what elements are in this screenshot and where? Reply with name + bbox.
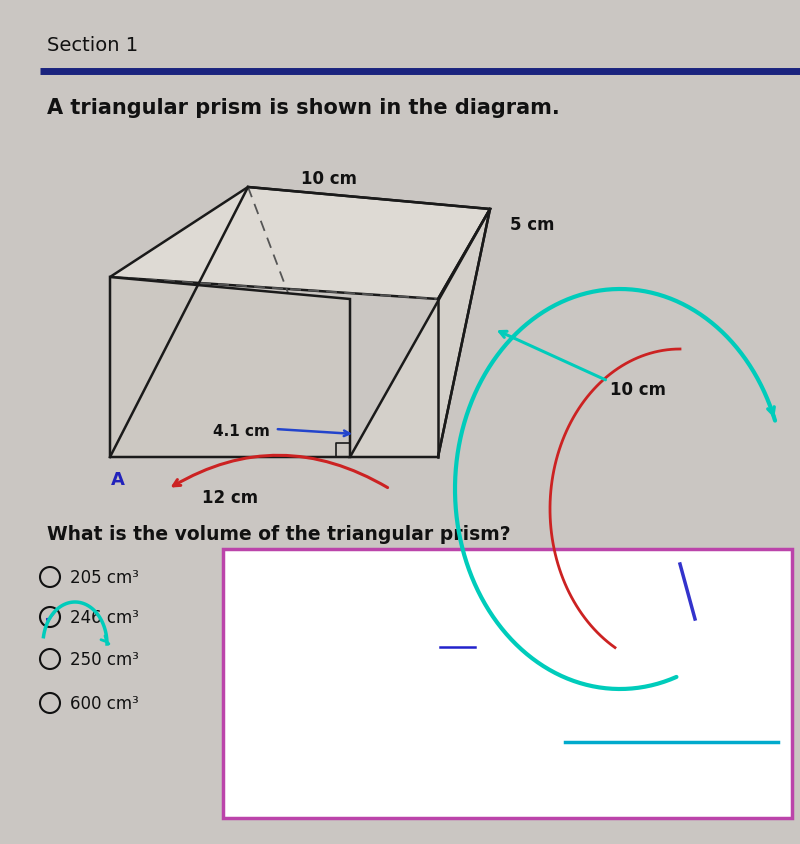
Text: 12 cm: 12 cm xyxy=(202,489,258,506)
Text: A:  (1/2)(base)(height): A: (1/2)(base)(height) xyxy=(240,603,462,619)
Text: 205 cm³: 205 cm³ xyxy=(70,568,139,587)
FancyArrowPatch shape xyxy=(174,456,388,488)
Text: 4.1 cm: 4.1 cm xyxy=(213,424,270,439)
Text: 600 cm³: 600 cm³ xyxy=(70,694,138,712)
FancyArrowPatch shape xyxy=(278,430,350,436)
Polygon shape xyxy=(350,210,490,457)
Text: 5 cm: 5 cm xyxy=(510,216,554,234)
FancyArrowPatch shape xyxy=(768,408,774,417)
Text: 2) Multiply by the prism length:: 2) Multiply by the prism length: xyxy=(240,697,548,713)
Text: ✓: ✓ xyxy=(42,608,58,627)
Text: Section 1: Section 1 xyxy=(47,35,138,54)
FancyBboxPatch shape xyxy=(223,549,792,818)
FancyArrowPatch shape xyxy=(101,636,109,644)
Polygon shape xyxy=(110,278,350,457)
Text: 10 cm: 10 cm xyxy=(610,381,666,398)
FancyArrowPatch shape xyxy=(500,332,606,381)
Text: 250 cm³: 250 cm³ xyxy=(70,650,139,668)
Text: What is the volume of the triangular prism?: What is the volume of the triangular pri… xyxy=(47,524,510,543)
Text: Area = (1/2)(12)(4.1): Area = (1/2)(12)(4.1) xyxy=(240,635,500,650)
Text: 1)  Find the area of the triangle: 1) Find the area of the triangle xyxy=(240,571,558,587)
Text: A: A xyxy=(111,470,125,489)
Polygon shape xyxy=(110,187,490,300)
Text: Area = 24.6 cm^2: Area = 24.6 cm^2 xyxy=(240,666,452,681)
Text: A triangular prism is shown in the diagram.: A triangular prism is shown in the diagr… xyxy=(47,98,560,118)
Text: (24.6 cm^2)*(10) = 246 cm^3: (24.6 cm^2)*(10) = 246 cm^3 xyxy=(240,729,577,744)
Text: 10 cm: 10 cm xyxy=(301,170,357,187)
Text: 246 cm³: 246 cm³ xyxy=(70,609,139,626)
